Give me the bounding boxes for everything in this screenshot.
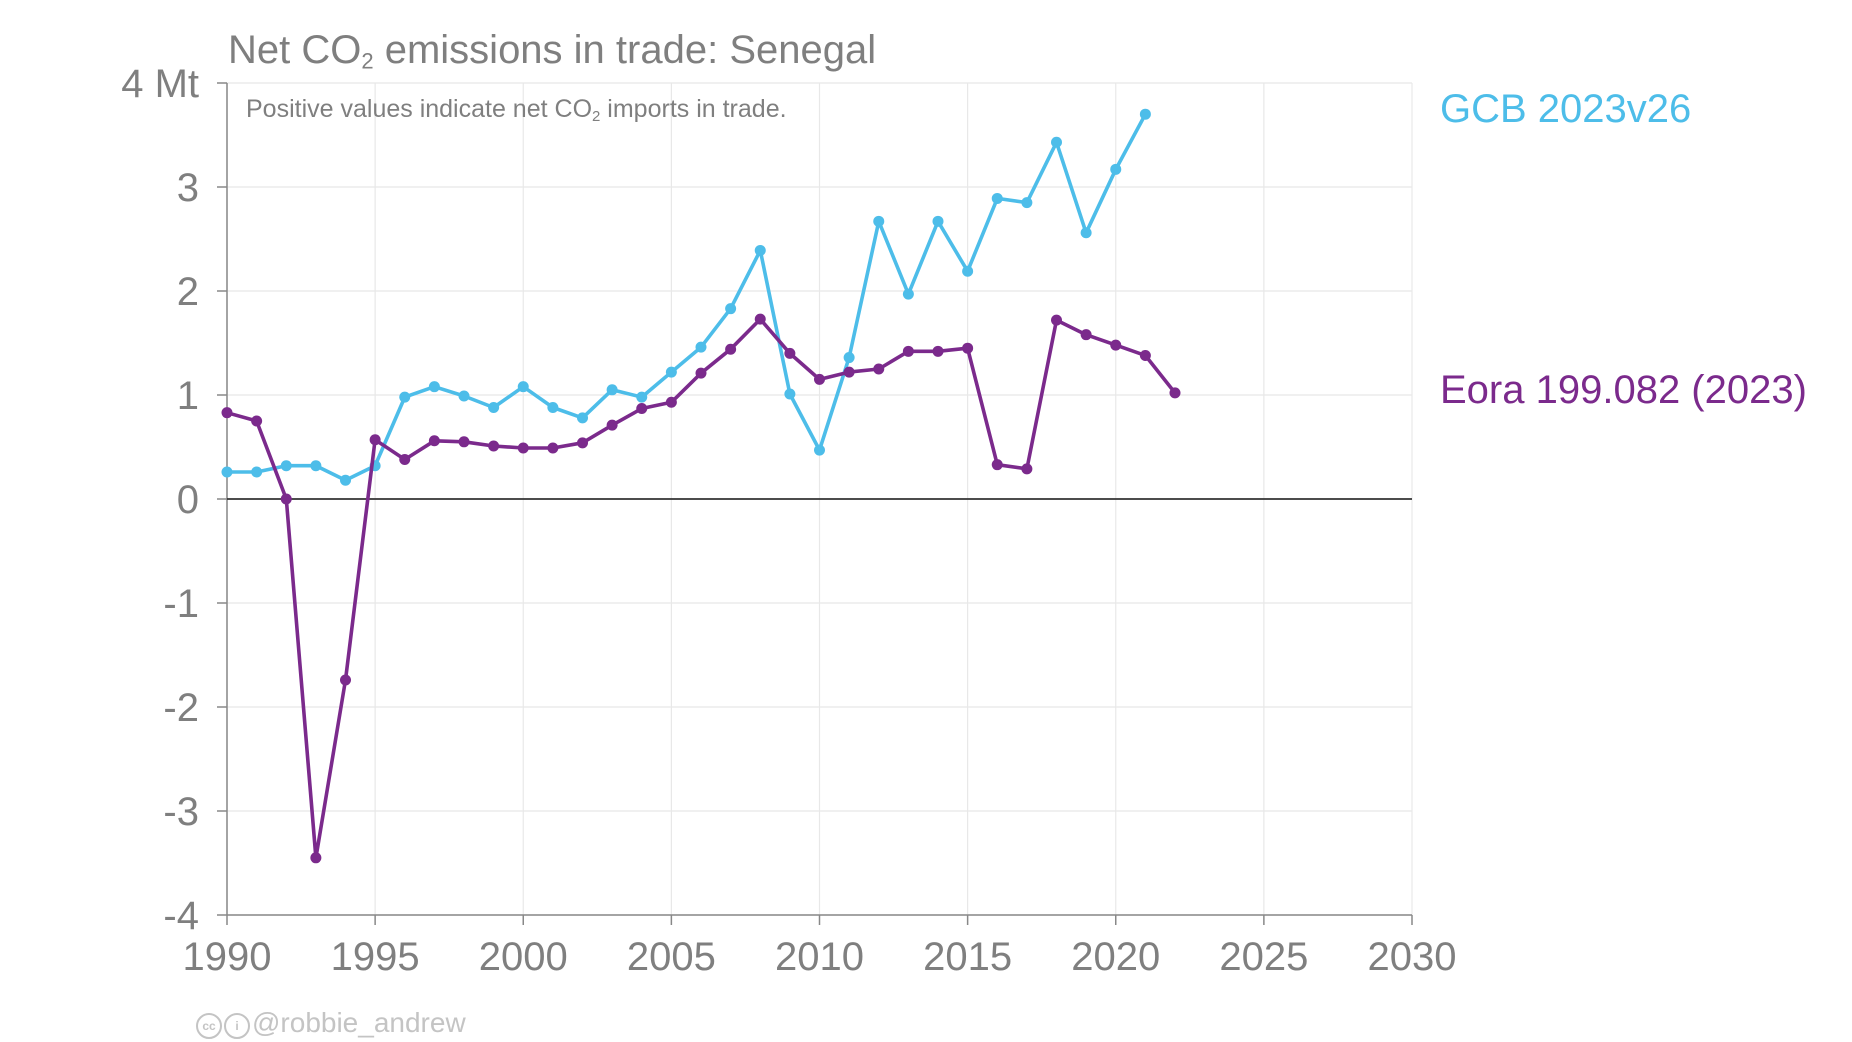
eora-data-point [517,442,529,454]
eora-data-point [754,313,766,325]
x-tick-label: 2015 [923,935,1012,979]
gcb-data-point [636,391,648,403]
eora-data-point [1051,314,1062,326]
gcb-data-point [458,390,470,402]
gcb-data-point [577,412,588,424]
x-tick-label: 1990 [183,935,272,979]
gcb-data-point [962,265,974,277]
gcb-data-point [310,460,322,472]
gcb-data-point [1139,108,1151,120]
gcb-data-point [399,391,411,403]
eora-data-point [665,396,677,408]
gcb-data-point [428,381,440,393]
eora-data-point [843,366,855,378]
eora-data-point [310,852,322,864]
eora-data-point [369,434,381,446]
y-tick-label: -1 [163,582,199,626]
eora-data-point [251,415,263,427]
eora-data-point [784,347,796,359]
gcb-data-point [873,215,885,227]
author-handle: @robbie_andrew [252,1007,466,1038]
eora-data-point [695,367,707,379]
x-tick-label: 2005 [627,935,716,979]
gcb-data-point [517,381,529,393]
eora-data-point [547,442,559,454]
eora-data-point [814,373,825,385]
gcb-data-point [488,401,500,413]
gcb-data-point [340,474,351,486]
gcb-data-point [1080,227,1092,239]
series-group [221,108,1181,864]
author-credit: cc i @robbie_andrew [196,1007,466,1039]
gcb-data-point [754,244,766,256]
eora-data-point [991,459,1003,471]
attribution-icon: i [224,1013,250,1039]
eora-data-point [428,435,440,447]
y-tick-label: 2 [177,270,199,314]
eora-data-point [488,440,500,452]
gcb-data-point [725,303,737,315]
gcb-data-point [280,460,292,472]
eora-data-point [932,345,944,357]
y-tick-label: -3 [163,790,199,834]
gcb-data-point [784,388,796,400]
chart-title: Net CO2 emissions in trade: Senegal [228,28,877,74]
gcb-data-point [221,466,233,478]
x-tick-label: 2010 [775,935,864,979]
x-tick-label: 2030 [1368,935,1457,979]
eora-data-point [577,437,588,449]
eora-data-point [340,674,351,686]
gcb-data-point [1021,197,1033,209]
series-labels: GCB 2023v26 Eora 199.082 (2023) [1440,87,1807,412]
gcb-data-point [1051,136,1062,148]
gcb-data-point [695,341,707,353]
y-tick-label: 4 Mt [121,62,199,106]
eora-data-point [1139,349,1151,361]
gcb-data-point [932,215,944,227]
gcb-data-point [606,384,618,396]
eora-series-label: Eora 199.082 (2023) [1440,368,1807,412]
gcb-data-point [547,401,559,413]
eora-data-point [902,345,914,357]
eora-data-point [280,493,292,505]
gcb-data-point [1110,163,1122,175]
y-tick-label: -2 [163,686,199,730]
y-tick-label: -4 [163,894,199,938]
eora-data-point [606,419,618,431]
eora-data-point [1110,339,1122,351]
axes [217,82,1413,925]
gcb-data-point [902,288,914,300]
gcb-data-point [665,366,677,378]
chart-subtitle: Positive values indicate net CO2 imports… [246,95,787,125]
eora-data-point [1169,387,1181,399]
x-tick-label: 2020 [1071,935,1160,979]
creative-commons-icon: cc [196,1013,222,1039]
y-tick-label: 3 [177,166,199,210]
eora-data-point [399,453,411,465]
x-tick-label: 1995 [331,935,420,979]
gcb-data-point [814,444,825,456]
x-tick-label: 2000 [479,935,568,979]
eora-data-point [962,342,974,354]
gcb-data-point [251,466,263,478]
eora-data-point [458,436,470,448]
eora-data-point [221,407,233,419]
gcb-data-point [991,192,1003,204]
gcb-data-point [843,352,855,364]
gcb-series-line [227,113,1147,483]
y-tick-labels: -4 -3 -2 -1 0 1 2 3 4 Mt [121,62,199,938]
y-tick-label: 1 [177,374,199,418]
eora-series-line [226,317,1177,860]
x-tick-label: 2025 [1219,935,1308,979]
x-tick-labels: 1990 1995 2000 2005 2010 2015 2020 2025 2030 [183,935,1457,979]
eora-data-point [725,343,737,355]
eora-data-point [1021,463,1033,475]
eora-data-point [873,363,885,375]
eora-data-point [1080,329,1092,341]
eora-data-point [636,403,648,415]
y-tick-label: 0 [177,478,199,522]
gcb-series-label: GCB 2023v26 [1440,87,1691,131]
